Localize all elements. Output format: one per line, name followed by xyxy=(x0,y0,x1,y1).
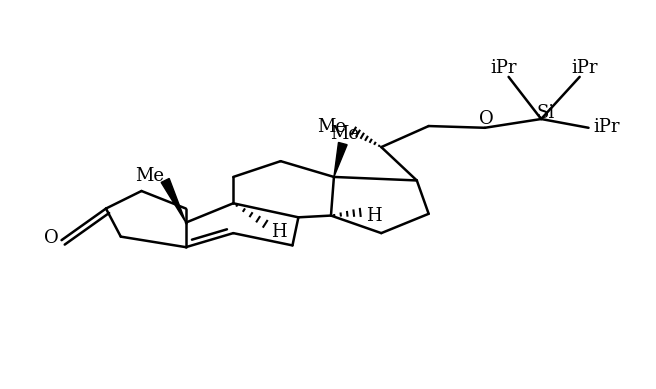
Text: O: O xyxy=(478,110,493,128)
Text: iPr: iPr xyxy=(593,118,620,136)
Text: Me: Me xyxy=(134,168,164,186)
Text: H: H xyxy=(365,207,381,225)
Text: Me: Me xyxy=(318,117,346,135)
Polygon shape xyxy=(334,142,347,177)
Text: iPr: iPr xyxy=(571,59,598,77)
Text: iPr: iPr xyxy=(491,59,517,77)
Text: H: H xyxy=(271,223,287,241)
Polygon shape xyxy=(161,179,186,223)
Text: Si: Si xyxy=(537,104,555,122)
Text: Me: Me xyxy=(330,124,359,143)
Text: O: O xyxy=(44,229,59,247)
